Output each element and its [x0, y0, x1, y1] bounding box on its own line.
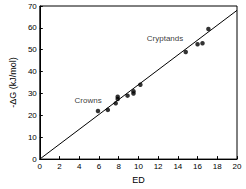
svg-text:10: 10 — [134, 162, 143, 171]
svg-text:4: 4 — [77, 162, 82, 171]
svg-text:ED: ED — [132, 175, 145, 185]
svg-text:16: 16 — [193, 162, 202, 171]
svg-text:20: 20 — [28, 111, 37, 120]
svg-text:40: 40 — [28, 67, 37, 76]
svg-text:Crowns: Crowns — [75, 96, 102, 105]
svg-text:2: 2 — [57, 162, 62, 171]
svg-text:30: 30 — [28, 89, 37, 98]
svg-text:Cryptands: Cryptands — [147, 34, 183, 43]
svg-text:70: 70 — [28, 2, 37, 11]
svg-text:0: 0 — [32, 154, 37, 164]
svg-text:18: 18 — [213, 162, 222, 171]
svg-text:-ΔG (kJ/mol): -ΔG (kJ/mol) — [8, 57, 18, 108]
svg-text:10: 10 — [28, 133, 37, 142]
svg-text:6: 6 — [97, 162, 102, 171]
svg-text:0: 0 — [38, 162, 43, 171]
svg-text:20: 20 — [233, 162, 242, 171]
svg-text:50: 50 — [28, 45, 37, 54]
svg-text:60: 60 — [28, 23, 37, 32]
svg-text:8: 8 — [116, 162, 121, 171]
svg-text:12: 12 — [154, 162, 163, 171]
svg-text:14: 14 — [173, 162, 182, 171]
